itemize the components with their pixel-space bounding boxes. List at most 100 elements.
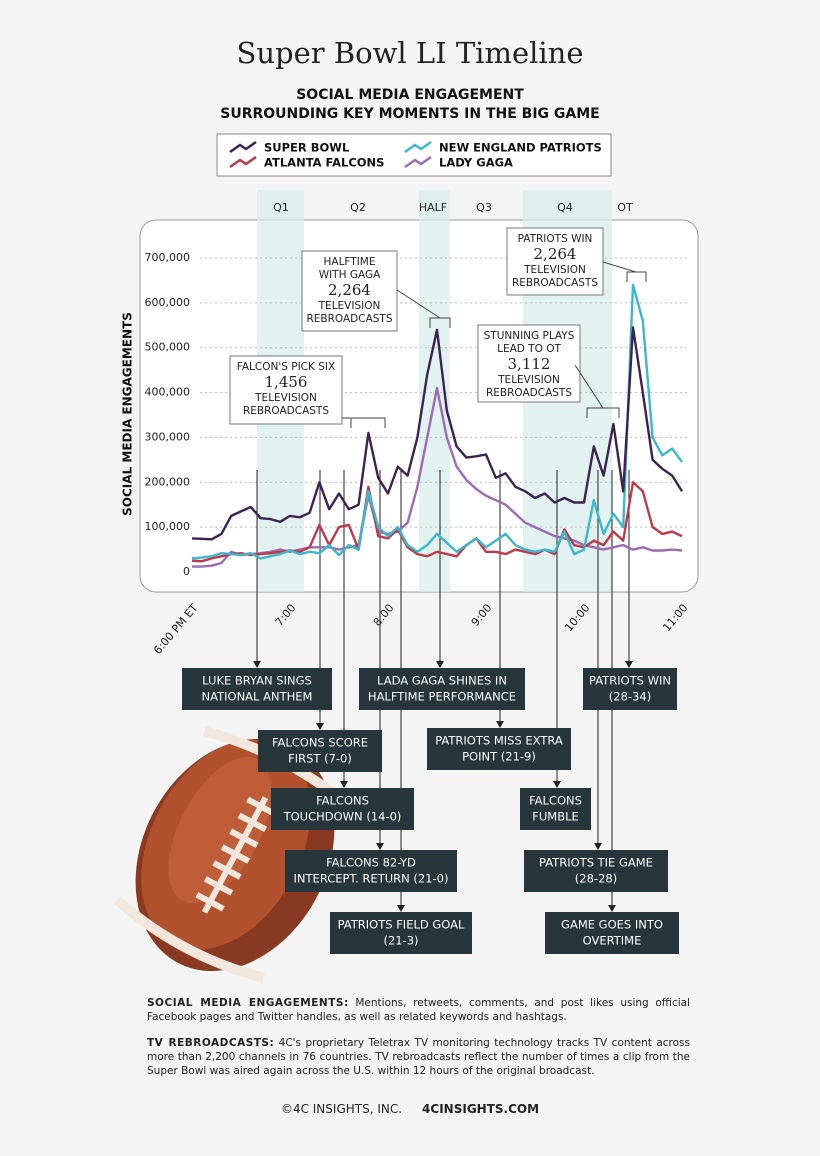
event-text: (28-28)	[575, 872, 617, 886]
y-tick-label: 500,000	[145, 341, 191, 354]
y-tick-label: 400,000	[145, 386, 191, 399]
event-box	[520, 788, 591, 830]
event-box	[524, 850, 668, 892]
annotation-count: 3,112	[508, 355, 551, 373]
annotation-box	[301, 250, 398, 332]
legend-swatch	[229, 140, 257, 154]
period-label: HALF	[419, 201, 447, 214]
event-arrow	[376, 843, 384, 850]
legend-label: ATLANTA FALCONS	[264, 156, 384, 170]
event-text: NATIONAL ANTHEM	[202, 690, 313, 704]
annotation-unit: TELEVISION	[318, 300, 381, 312]
annotation-unit: TELEVISION	[254, 392, 317, 404]
x-tick-label: 8:00	[371, 602, 397, 629]
event-box	[258, 730, 382, 772]
event-text: LADA GAGA SHINES IN	[377, 674, 507, 688]
footer: ©4C INSIGHTS, INC. 4CINSIGHTS.COM	[0, 1102, 820, 1116]
event-text: GAME GOES INTO	[561, 918, 663, 932]
annotation-count: 2,264	[328, 281, 371, 299]
event-text: INTERCEPT. RETURN (21-0)	[294, 872, 449, 886]
annotation-unit: TELEVISION	[523, 264, 586, 276]
event-arrow	[625, 661, 633, 668]
legend-box	[216, 133, 612, 177]
annotation-title: LEAD TO OT	[497, 343, 561, 355]
event-text: LUKE BRYAN SINGS	[202, 674, 312, 688]
legend-label: SUPER BOWL	[264, 141, 350, 155]
annotation-title: WITH GAGA	[319, 269, 381, 281]
annotation-link	[574, 364, 604, 409]
event-box	[182, 668, 332, 710]
event-arrow	[553, 781, 561, 788]
event-text: PATRIOTS MISS EXTRA	[435, 734, 563, 748]
event-text: FUMBLE	[532, 810, 579, 824]
annotation-title: STUNNING PLAYS	[484, 330, 575, 342]
annotation-title: PATRIOTS WIN	[518, 233, 593, 245]
event-text: FALCONS	[316, 794, 369, 808]
event-text: HALFTIME PERFORMANCE	[368, 690, 516, 704]
annotation-box	[506, 227, 604, 296]
event-arrow	[316, 723, 324, 730]
chart-subtitle: SOCIAL MEDIA ENGAGEMENT	[296, 87, 524, 103]
event-text: OVERTIME	[583, 934, 642, 948]
event-text: PATRIOTS TIE GAME	[539, 856, 653, 870]
series-line	[191, 481, 683, 563]
y-tick-label: 700,000	[145, 251, 191, 264]
annotation-box	[229, 355, 343, 425]
event-text: FALCONS	[529, 794, 582, 808]
event-box	[545, 912, 679, 954]
legend-label: NEW ENGLAND PATRIOTS	[439, 141, 602, 155]
note-lead: TV REBROADCASTS:	[147, 1037, 275, 1049]
legend-label: LADY GAGA	[439, 156, 513, 170]
y-tick-label: 100,000	[145, 520, 191, 533]
event-text: FALCONS 82-YD	[326, 856, 416, 870]
event-box	[285, 850, 457, 892]
annotation-box	[477, 324, 581, 403]
annotation-title: HALFTIME	[324, 256, 376, 268]
y-tick-label: 600,000	[145, 296, 191, 309]
note: TV REBROADCASTS: 4C's proprietary Teletr…	[147, 1036, 690, 1078]
period-label: Q1	[273, 201, 289, 214]
series-line	[191, 283, 683, 560]
period-label: OT	[617, 201, 633, 214]
event-text: (21-3)	[383, 934, 418, 948]
period-label: Q3	[476, 201, 492, 214]
series-line	[192, 386, 683, 568]
annotation-link	[396, 289, 441, 319]
annotation-bracket	[626, 271, 647, 282]
legend-swatch	[404, 140, 432, 154]
event-box	[271, 788, 414, 830]
note: SOCIAL MEDIA ENGAGEMENTS: Mentions, retw…	[147, 996, 690, 1024]
event-text: FALCONS SCORE	[272, 736, 368, 750]
event-arrow	[608, 905, 616, 912]
event-text: FIRST (7-0)	[288, 752, 352, 766]
x-tick-label: 7:00	[273, 602, 299, 629]
event-text: PATRIOTS FIELD GOAL	[338, 918, 465, 932]
annotation-unit: TELEVISION	[497, 374, 560, 386]
y-tick-label: 200,000	[145, 475, 191, 488]
legend-swatch	[404, 155, 432, 169]
y-axis-label: SOCIAL MEDIA ENGAGEMENTS	[121, 312, 135, 516]
event-box	[583, 668, 677, 710]
series-line	[191, 326, 684, 541]
annotation-bracket	[350, 417, 386, 428]
event-arrow	[594, 843, 602, 850]
period-label: Q2	[350, 201, 366, 214]
annotation-count: 2,264	[534, 245, 577, 263]
event-arrow	[340, 781, 348, 788]
event-text: POINT (21-9)	[462, 750, 536, 764]
annotation-unit: REBROADCASTS	[306, 313, 392, 325]
event-text: (28-34)	[609, 690, 651, 704]
x-tick-label: 6:00 PM ET	[151, 601, 201, 657]
x-tick-label: 9:00	[469, 602, 495, 629]
event-box	[359, 668, 525, 710]
annotation-link	[602, 261, 637, 273]
event-box	[427, 728, 571, 770]
note-text: Mentions, retweets, comments, and post l…	[147, 997, 690, 1023]
chart-subtitle: SURROUNDING KEY MOMENTS IN THE BIG GAME	[220, 106, 599, 122]
annotation-unit: REBROADCASTS	[486, 387, 572, 399]
footer-company: ©4C INSIGHTS, INC.	[280, 1102, 403, 1116]
event-arrow	[436, 661, 444, 668]
annotation-unit: REBROADCASTS	[512, 277, 598, 289]
